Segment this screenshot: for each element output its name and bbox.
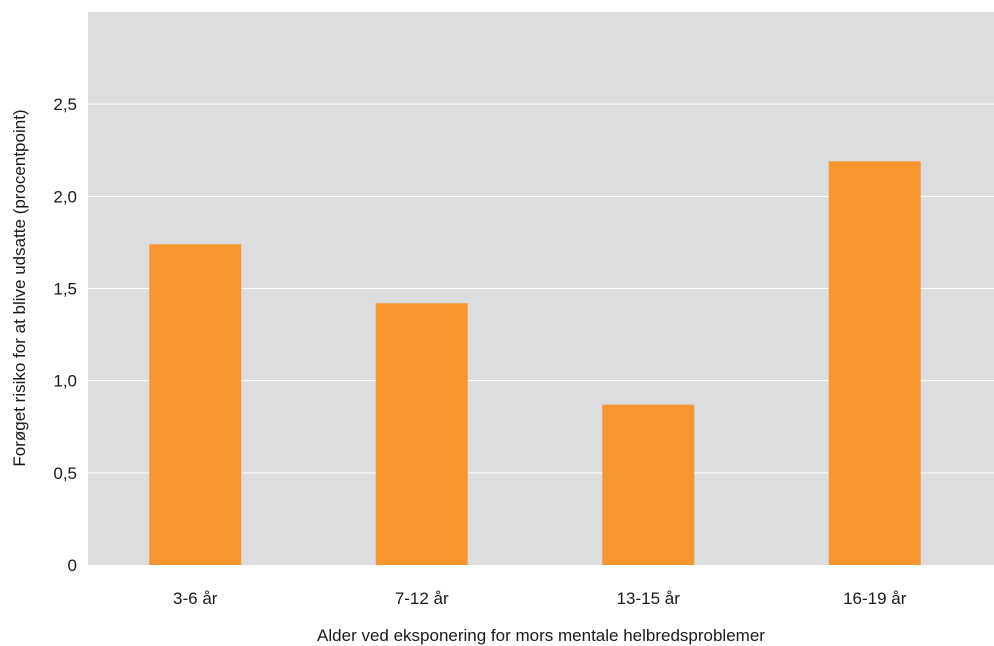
x-axis-category-labels: 3-6 år 7-12 år 13-15 år 16-19 år [173,589,907,608]
x-category-label: 7-12 år [395,589,449,608]
x-category-label: 13-15 år [617,589,681,608]
x-category-label: 16-19 år [843,589,907,608]
y-tick-label: 0,5 [53,464,77,483]
y-tick-label: 2,5 [53,95,77,114]
y-tick-label: 2,0 [53,187,77,206]
y-tick-label: 1,5 [53,280,77,299]
bar [828,161,921,565]
x-axis-title: Alder ved eksponering for mors mentale h… [317,626,765,645]
bar [602,404,695,565]
y-tick-label: 0 [68,556,77,575]
y-axis-tick-labels: 0 0,5 1,0 1,5 2,0 2,5 [53,95,77,575]
bar [375,303,468,565]
x-category-label: 3-6 år [173,589,218,608]
y-axis-title: Forøget risiko for at blive udsatte (pro… [10,109,29,466]
bar [149,244,242,565]
bars [149,161,921,565]
y-tick-label: 1,0 [53,372,77,391]
